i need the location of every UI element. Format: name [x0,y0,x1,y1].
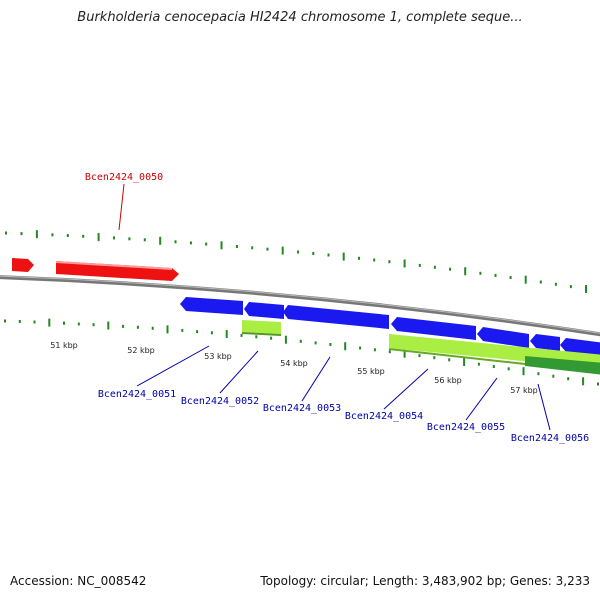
gene-arrow-bcen2424-0056[interactable] [530,334,560,351]
gene-arrow-bcen2424-0055[interactable] [477,327,529,348]
gene-highlight [55,261,173,270]
ruler-label-56kbp: 56 kbp [434,376,462,385]
inner-tick-ring [4,318,599,386]
ruler-label-51kbp: 51 kbp [50,341,78,350]
gene-label-bcen2424-0056[interactable]: Bcen2424_0056 [511,433,589,444]
feature-bar-dark[interactable] [525,356,600,375]
gene-label-bcen2424-0050[interactable]: Bcen2424_0050 [85,172,163,183]
gene-label-bcen2424-0051[interactable]: Bcen2424_0051 [98,389,176,400]
label-leader-bcen2424-0056 [537,383,551,431]
label-leader-bcen2424-0054 [383,368,429,410]
feature-bar-light[interactable] [242,320,281,334]
gene-arrow-bcen2424-0053[interactable] [283,305,389,329]
gene-label-bcen2424-0053[interactable]: Bcen2424_0053 [263,403,341,414]
label-leader-bcen2424-0052 [219,350,259,394]
ruler-label-55kbp: 55 kbp [357,367,385,376]
label-leader-bcen2424-0055 [465,377,498,421]
ruler-label-52kbp: 52 kbp [127,346,155,355]
gene-arrow-bcen2424-0050[interactable] [56,261,179,281]
feature-bar-edge-long [388,348,526,365]
gene-arrow-bcen2424-0052[interactable] [244,302,284,319]
feature-bar-edge [241,332,282,336]
label-leader-bcen2424-0050 [118,183,125,231]
ruler-label-57kbp: 57 kbp [510,386,538,395]
chromosome-backbone [0,275,600,337]
outer-tick-ring [5,230,587,293]
label-leader-bcen2424-0051 [136,345,210,387]
gene-arrow-top-small[interactable] [12,258,34,272]
gene-arrow-bcen2424-0051[interactable] [180,297,243,315]
label-leader-bcen2424-0053 [301,356,331,402]
accession-text: Accession: NC_008542 [10,574,147,588]
ruler-label-53kbp: 53 kbp [204,352,232,361]
gene-label-bcen2424-0055[interactable]: Bcen2424_0055 [427,422,505,433]
gene-label-bcen2424-0052[interactable]: Bcen2424_0052 [181,396,259,407]
ruler-label-54kbp: 54 kbp [280,359,308,368]
map-title: Burkholderia cenocepacia HI2424 chromoso… [77,10,523,25]
gene-label-bcen2424-0054[interactable]: Bcen2424_0054 [345,411,423,422]
gene-arrow-bcen2424-0054[interactable] [391,317,476,340]
genome-stats-text: Topology: circular; Length: 3,483,902 bp… [260,574,590,588]
chromosome-backbone-highlight [0,275,600,334]
